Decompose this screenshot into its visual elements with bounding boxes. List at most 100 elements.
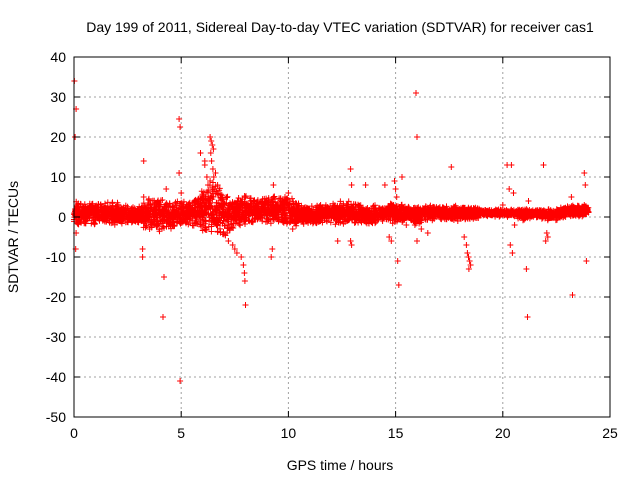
- band-data-point: [84, 210, 91, 217]
- band-data-point: [86, 215, 93, 222]
- band-data-point: [161, 217, 168, 224]
- y-tick-label: 20: [50, 129, 66, 145]
- outlier-data-point: [461, 234, 468, 240]
- band-data-point: [115, 211, 122, 218]
- outlier-data-point: [583, 258, 590, 264]
- band-data-point: [153, 221, 160, 228]
- y-tick-label: -50: [46, 409, 66, 425]
- outlier-data-point: [177, 378, 184, 384]
- band-data-point: [154, 217, 161, 224]
- y-axis-label: SDTVAR / TECUs: [5, 181, 21, 293]
- outlier-data-point: [334, 238, 341, 244]
- x-tick-label: 5: [177, 425, 185, 441]
- outlier-data-point: [381, 182, 388, 188]
- plot-frame: [73, 56, 611, 418]
- band-data-point: [140, 213, 147, 220]
- outlier-data-point: [465, 254, 472, 260]
- band-data-point: [107, 204, 113, 210]
- band-data-point: [81, 201, 88, 208]
- band-data-point: [103, 213, 110, 220]
- band-data-point: [143, 223, 150, 230]
- outlier-data-point: [140, 158, 147, 164]
- band-data-point: [92, 207, 99, 214]
- x-tick-label: 0: [70, 425, 78, 441]
- y-tick-label: 30: [50, 89, 66, 105]
- outlier-data-point: [392, 186, 399, 192]
- band-data-point: [104, 210, 111, 217]
- band-data-point: [108, 216, 115, 223]
- outlier-data-point: [176, 116, 183, 122]
- outlier-data-point: [348, 242, 355, 248]
- x-tick-label: 20: [495, 425, 511, 441]
- outlier-data-point: [270, 182, 277, 188]
- band-data-point: [83, 204, 89, 211]
- band-data-point: [159, 197, 166, 203]
- outlier-data-point: [238, 254, 245, 260]
- outlier-data-point: [414, 238, 420, 244]
- x-tick-label: 15: [388, 425, 404, 441]
- x-tick-labels: 0 5 10 15 20 25: [70, 425, 618, 441]
- outlier-data-point: [448, 164, 455, 170]
- y-tick-label: 40: [50, 49, 66, 65]
- outlier-data-point: [414, 134, 420, 140]
- band-data-point: [163, 207, 170, 214]
- outlier-data-point: [509, 250, 516, 256]
- outlier-data-point: [139, 246, 146, 252]
- outlier-data-point: [511, 222, 518, 228]
- outlier-data-point: [348, 182, 355, 188]
- outlier-data-point: [178, 190, 185, 196]
- band-data-point: [141, 202, 148, 209]
- outlier-data-point: [201, 162, 208, 168]
- outlier-data-point: [525, 198, 532, 204]
- y-tick-label: -40: [46, 369, 66, 385]
- outlier-data-point: [269, 246, 276, 252]
- outlier-data-point: [540, 162, 547, 168]
- outlier-data-point: [523, 266, 530, 272]
- outlier-data-point: [289, 226, 296, 232]
- band-data-point: [82, 220, 89, 227]
- y-tick-label: -10: [46, 249, 66, 265]
- band-data-point: [117, 218, 124, 225]
- y-tick-label: -30: [46, 329, 66, 345]
- x-tick-label: 10: [281, 425, 297, 441]
- band-data-point: [142, 224, 149, 231]
- band-data-point: [114, 199, 121, 206]
- outlier-data-point: [347, 238, 354, 244]
- band-data-point: [153, 206, 160, 213]
- outlier-data-point: [242, 302, 249, 308]
- x-axis-label: GPS time / hours: [287, 457, 394, 473]
- band-data-point: [116, 205, 123, 212]
- outlier-data-point: [464, 250, 471, 256]
- data-points: [71, 78, 592, 384]
- outlier-data-point: [508, 162, 515, 168]
- x-tick-label: 25: [602, 425, 618, 441]
- outlier-data-point: [176, 170, 183, 176]
- outlier-data-point: [268, 254, 275, 260]
- band-data-point: [76, 217, 83, 224]
- outlier-data-point: [285, 190, 292, 196]
- band-data-point: [145, 197, 152, 203]
- outlier-data-point: [524, 314, 531, 320]
- y-tick-label: 10: [50, 169, 66, 185]
- outlier-data-point: [568, 194, 575, 200]
- outlier-data-point: [399, 174, 405, 180]
- outlier-data-point: [362, 182, 369, 188]
- outlier-data-point: [347, 166, 354, 172]
- outlier-data-point: [403, 222, 410, 228]
- outlier-data-point: [225, 238, 232, 244]
- outlier-data-point: [208, 138, 215, 144]
- outlier-data-point: [395, 282, 402, 288]
- outlier-data-point: [393, 194, 400, 200]
- outlier-data-point: [241, 270, 248, 276]
- outlier-data-point: [418, 226, 425, 232]
- outlier-data-point: [197, 150, 204, 156]
- band-data-point: [161, 224, 167, 231]
- band-data-point: [126, 213, 133, 219]
- band-data-point: [162, 201, 169, 208]
- outlier-data-point: [463, 242, 470, 248]
- outlier-data-point: [207, 134, 214, 140]
- outlier-data-point: [140, 194, 147, 200]
- grid-lines: [74, 57, 610, 417]
- outlier-data-point: [507, 242, 514, 248]
